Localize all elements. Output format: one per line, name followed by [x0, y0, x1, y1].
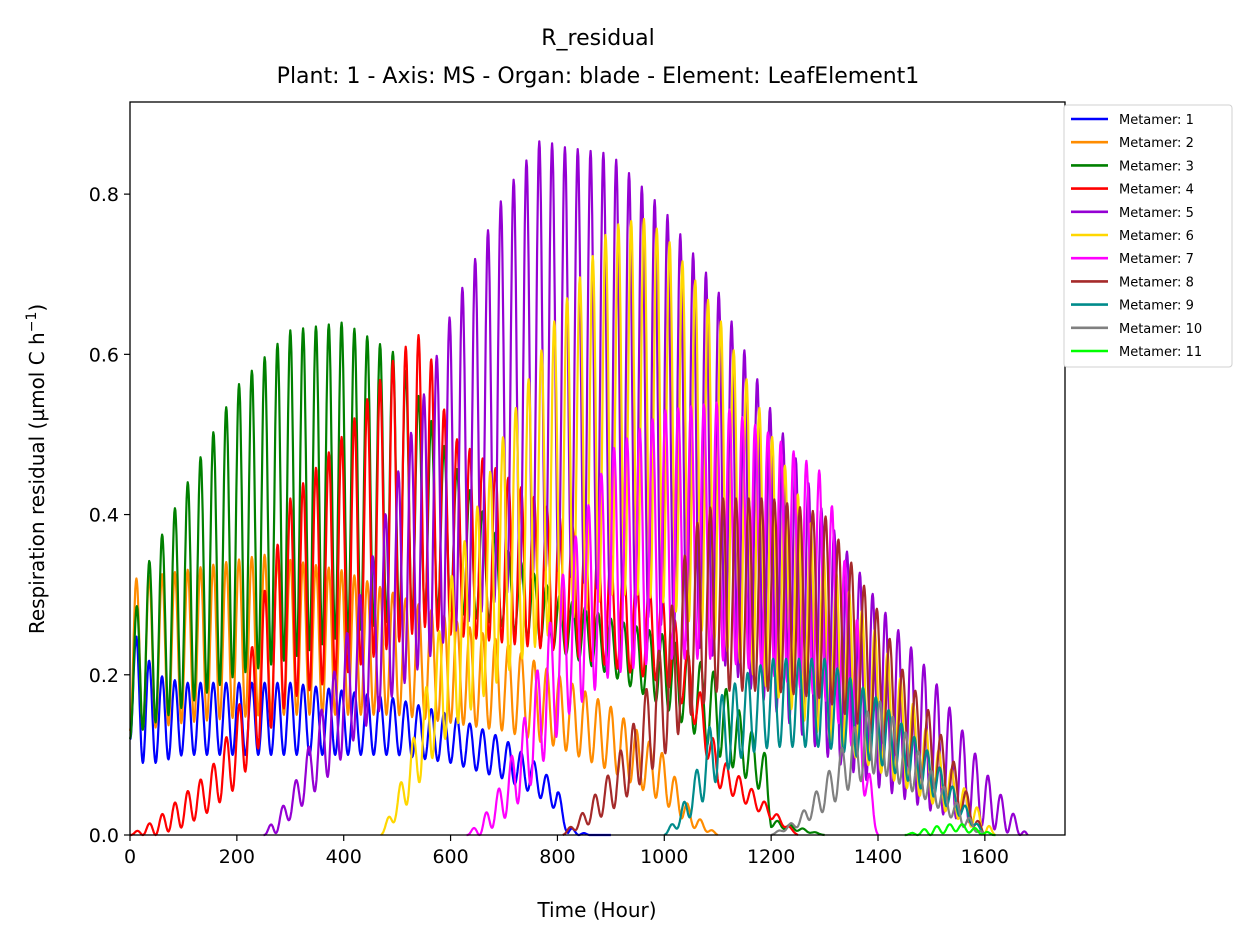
- legend-label-metamer-9: Metamer: 9: [1119, 299, 1194, 314]
- y-axis-label-close: ): [25, 304, 49, 312]
- legend-box: [1063, 104, 1233, 368]
- plot-lines: [128, 140, 1029, 837]
- legend-label-metamer-11: Metamer: 11: [1119, 345, 1202, 360]
- x-tick-label: 400: [326, 846, 362, 868]
- series-line-metamer-8: [562, 497, 986, 837]
- legend-label-metamer-8: Metamer: 8: [1119, 275, 1194, 290]
- legend-label-metamer-1: Metamer: 1: [1119, 113, 1194, 128]
- y-tick-label: 0.0: [89, 825, 119, 847]
- y-tick-label: 0.8: [89, 184, 119, 206]
- x-tick-label: 1200: [747, 846, 795, 868]
- x-tick-label: 1000: [640, 846, 688, 868]
- series-line-metamer-5: [263, 140, 1029, 837]
- legend-label-metamer-10: Metamer: 10: [1119, 322, 1202, 337]
- chart-subtitle: Plant: 1 - Axis: MS - Organ: blade - Ele…: [277, 64, 920, 89]
- series-line-metamer-1: [129, 635, 612, 837]
- x-tick-label: 1400: [854, 846, 902, 868]
- y-axis-label: Respiration residual (µmol C h−1): [24, 304, 49, 634]
- x-axis-label: Time (Hour): [536, 898, 656, 922]
- x-axis: 0 200 400 600 800 1000 1200 1400 1600: [124, 835, 1009, 868]
- series-line-metamer-9: [663, 657, 986, 836]
- legend-label-metamer-6: Metamer: 6: [1119, 229, 1194, 244]
- series-line-metamer-10: [770, 700, 986, 837]
- series-line-metamer-11: [904, 823, 997, 837]
- y-tick-label: 0.4: [89, 505, 119, 527]
- y-axis-label-main: Respiration residual (µmol C h: [25, 332, 49, 634]
- x-tick-label: 1600: [961, 846, 1009, 868]
- x-tick-label: 800: [539, 846, 575, 868]
- x-tick-label: 0: [124, 846, 136, 868]
- x-tick-label: 600: [432, 846, 468, 868]
- chart-title: R_residual: [541, 26, 654, 51]
- y-axis: 0.0 0.2 0.4 0.6 0.8: [89, 184, 130, 847]
- y-axis-label-superscript: −1: [24, 312, 40, 333]
- legend-label-metamer-5: Metamer: 5: [1119, 206, 1194, 221]
- plot-frame: [129, 101, 1066, 836]
- x-tick-label: 200: [219, 846, 255, 868]
- legend-label-metamer-4: Metamer: 4: [1119, 183, 1194, 198]
- legend-label-metamer-7: Metamer: 7: [1119, 252, 1194, 267]
- y-tick-label: 0.6: [89, 344, 119, 366]
- y-tick-label: 0.2: [89, 665, 119, 687]
- series-line-metamer-4: [129, 334, 799, 837]
- legend: Metamer: 1 Metamer: 2 Metamer: 3 Metamer: 4…: [1063, 104, 1233, 368]
- legend-label-metamer-2: Metamer: 2: [1119, 136, 1194, 151]
- legend-label-metamer-3: Metamer: 3: [1119, 159, 1194, 174]
